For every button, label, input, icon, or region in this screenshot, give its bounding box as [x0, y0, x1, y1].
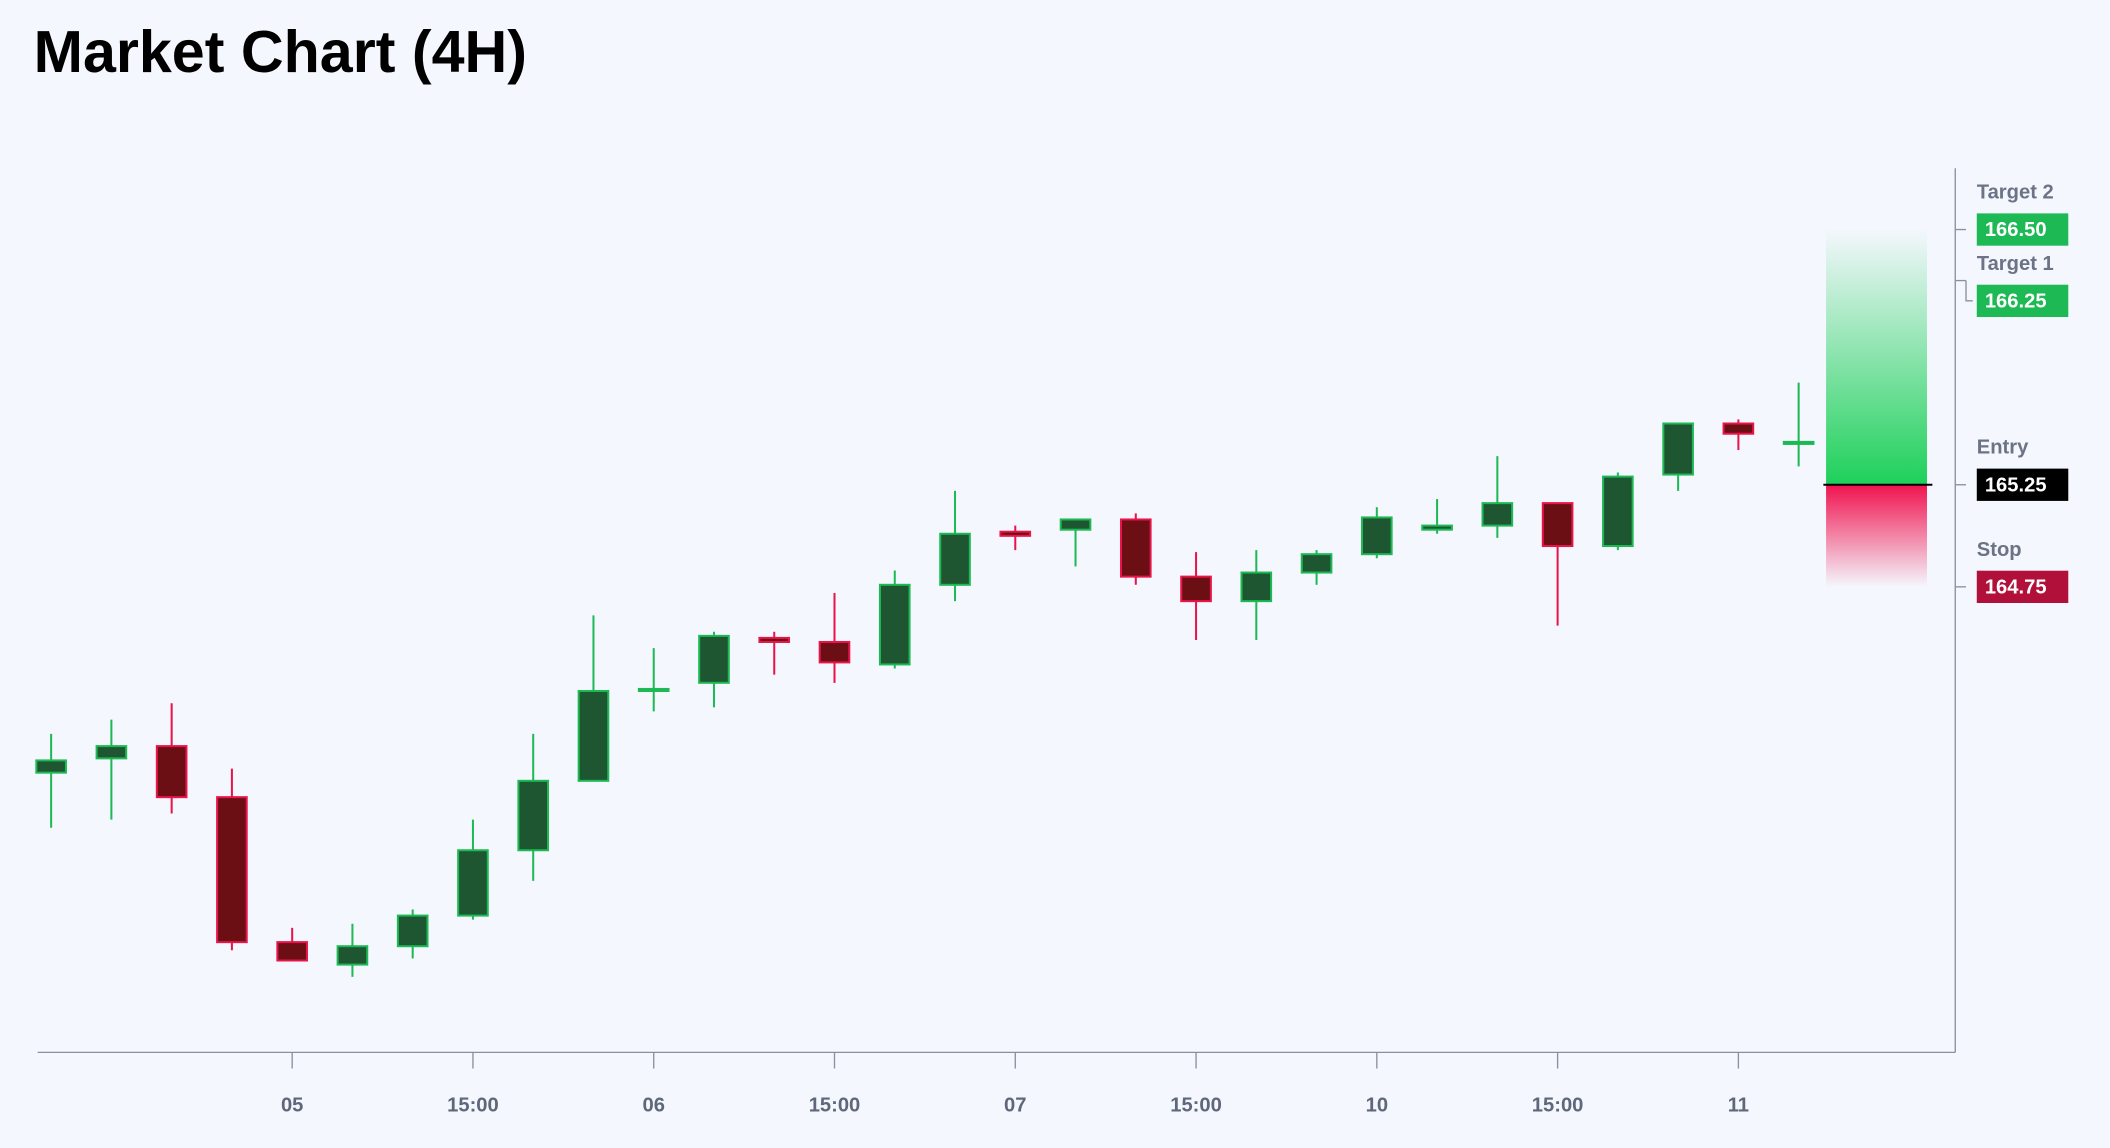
- level-name: Target 1: [1977, 253, 2054, 275]
- x-tick-label: 05: [281, 1095, 303, 1117]
- level-value: 165.25: [1985, 474, 2047, 496]
- level-connector: [1965, 280, 1973, 302]
- x-tick-label: 06: [643, 1095, 665, 1117]
- level-box: [1976, 213, 2069, 246]
- candle-body: [1541, 502, 1574, 548]
- candle-body: [276, 941, 308, 962]
- x-tick-label: 15:00: [809, 1095, 861, 1117]
- chart-title: Market Chart (4H): [34, 18, 527, 85]
- level-box: [1976, 468, 2069, 501]
- x-tick-label: 15:00: [447, 1095, 499, 1117]
- candle-body: [1662, 422, 1694, 476]
- candle-body: [1722, 422, 1755, 435]
- candle-body: [216, 796, 248, 944]
- candle-body: [758, 636, 791, 643]
- level-name: Entry: [1977, 437, 2029, 459]
- candle-body: [1180, 575, 1212, 603]
- candle-body: [1421, 524, 1453, 531]
- candle-body: [396, 914, 429, 948]
- level-value: 166.50: [1985, 219, 2047, 241]
- candle-body: [878, 583, 911, 666]
- level-box: [1976, 284, 2069, 318]
- candle-body: [1361, 516, 1393, 556]
- level-value: 166.25: [1985, 291, 2047, 313]
- candle-body: [1602, 475, 1634, 548]
- x-tick-label: 11: [1728, 1095, 1749, 1117]
- candle-body: [1782, 440, 1815, 445]
- x-tick-label: 15:00: [1170, 1095, 1222, 1117]
- candle-body: [999, 530, 1032, 537]
- candle-body: [155, 745, 188, 799]
- candle-body: [698, 634, 730, 684]
- candle-body: [1240, 571, 1273, 603]
- x-tick-label: 10: [1366, 1095, 1388, 1117]
- level-name: Stop: [1977, 539, 2022, 561]
- candle-body: [637, 687, 670, 692]
- level-box: [1976, 570, 2069, 604]
- x-tick-label: 07: [1004, 1095, 1026, 1117]
- level-value: 164.75: [1985, 577, 2047, 599]
- x-tick-label: 15:00: [1532, 1095, 1584, 1117]
- candle-body: [1059, 518, 1092, 531]
- level-name: Target 2: [1977, 182, 2054, 204]
- profit-zone: [1826, 229, 1927, 485]
- loss-zone: [1826, 484, 1927, 587]
- candle-body: [95, 745, 128, 760]
- candle-body: [336, 945, 369, 966]
- candle-body: [577, 689, 610, 782]
- candle-body: [1119, 518, 1152, 578]
- candle-body: [517, 779, 550, 852]
- candle-body: [1481, 502, 1514, 527]
- candle-body: [939, 532, 971, 586]
- candle-body: [35, 759, 67, 774]
- candle-body: [457, 849, 489, 917]
- candle-body: [818, 640, 851, 664]
- candle-body: [1300, 553, 1333, 574]
